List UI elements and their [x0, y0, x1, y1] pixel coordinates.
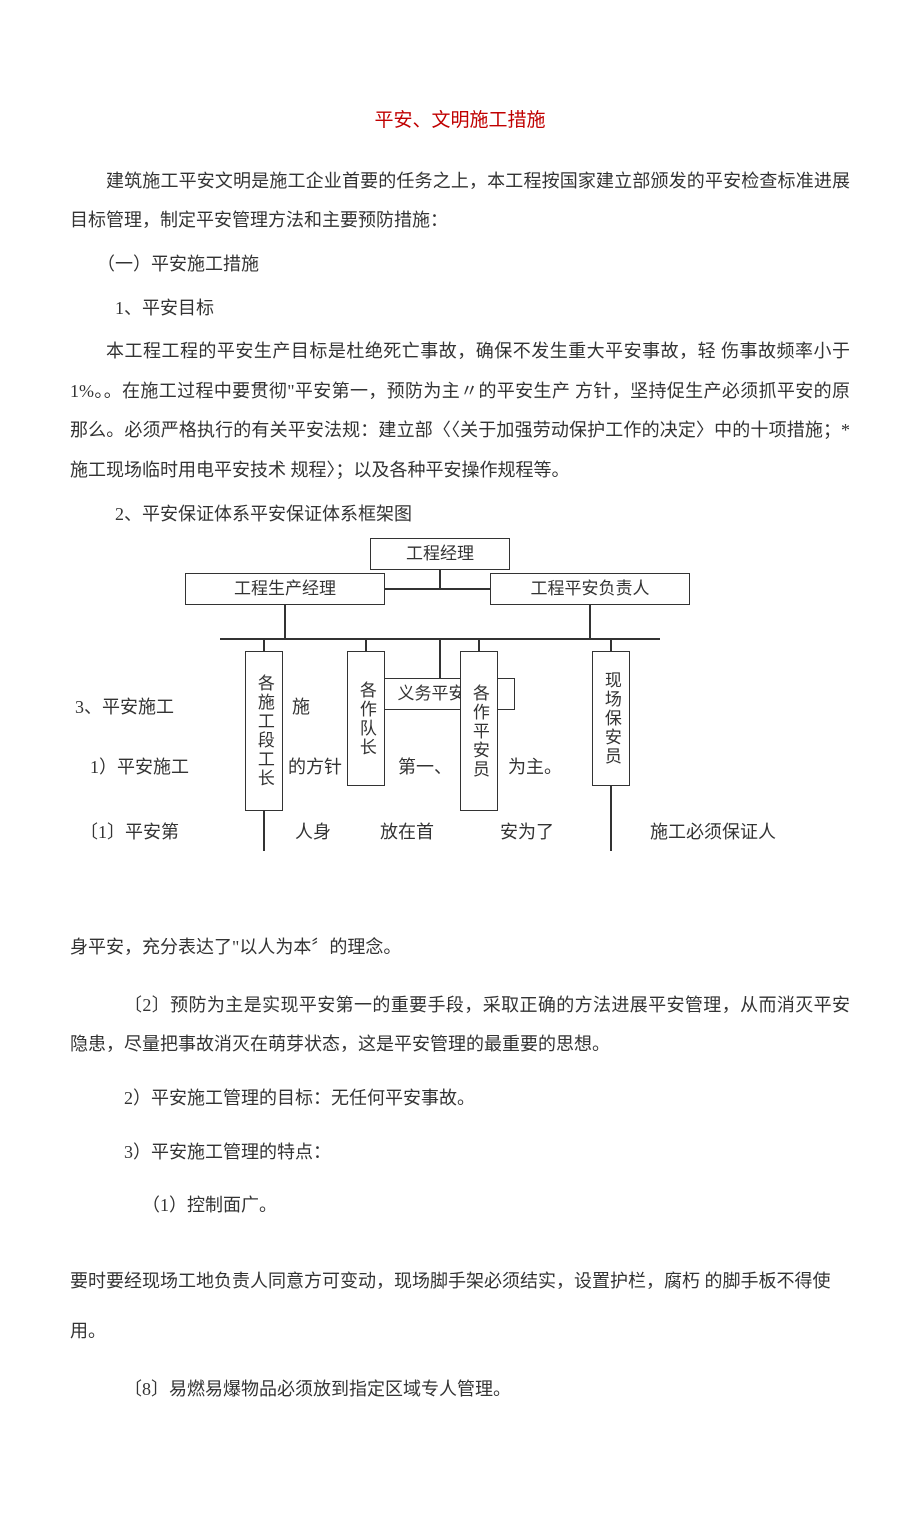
connector — [589, 605, 591, 625]
overlay-line-4d: 为主。 — [508, 748, 562, 788]
connector — [610, 786, 612, 851]
section-1-heading: （一）平安施工措施 — [70, 245, 850, 285]
paragraph-6: 要时要经现场工地负责人同意方可变动，现场脚手架必须结实，设置护栏，腐朽 的脚手板… — [70, 1256, 850, 1357]
after-chart-para: 身平安，充分表达了"以人为本〞的理念。 — [70, 928, 850, 968]
paragraph-5: （1）控制面广。 — [70, 1186, 850, 1226]
node-site-guard: 现场保安员 — [592, 651, 630, 786]
connector — [263, 811, 265, 851]
node-project-manager: 工程经理 — [370, 538, 510, 570]
overlay-line-3-tail: 施 — [292, 688, 310, 728]
overlay-line-4b: 的方针 — [288, 748, 342, 788]
node-team-safety: 各作平安员 — [460, 651, 498, 811]
connector — [284, 605, 286, 625]
intro-paragraph: 建筑施工平安文明是施工企业首要的任务之上，本工程按国家建立部颁发的平安检查标准进… — [70, 162, 850, 241]
overlay-line-4c: 第一、 — [398, 748, 452, 788]
connector — [439, 638, 441, 678]
overlay-line-5b: 人身 — [295, 813, 331, 853]
overlay-line-4a: 1）平安施工 — [90, 748, 189, 788]
node-section-leader: 各施工段工长 — [245, 651, 283, 811]
item-2-heading: 2、平安保证体系平安保证体系框架图 — [70, 495, 850, 535]
overlay-line-5c: 放在首 — [380, 813, 434, 853]
node-team-leader: 各作队长 — [347, 651, 385, 786]
paragraph-4: 3）平安施工管理的特点： — [70, 1133, 850, 1173]
overlay-line-5e: 施工必须保证人 — [650, 813, 776, 853]
overlay-line-5a: 〔1〕平安第 — [80, 813, 179, 853]
paragraph-3: 2）平安施工管理的目标：无任何平安事故。 — [70, 1079, 850, 1119]
node-production-manager: 工程生产经理 — [185, 573, 385, 605]
paragraph-7: 〔8〕易燃易爆物品必须放到指定区域专人管理。 — [70, 1370, 850, 1410]
connector — [439, 570, 441, 590]
item-1-heading: 1、平安目标 — [70, 289, 850, 329]
paragraph-2: 〔2〕预防为主是实现平安第一的重要手段，采取正确的方法进展平安管理，从而消灭平安… — [70, 986, 850, 1065]
overlay-line-3: 3、平安施工 — [75, 688, 174, 728]
document-title: 平安、文明施工措施 — [70, 100, 850, 142]
overlay-line-5d: 安为了 — [500, 813, 554, 853]
connector — [589, 623, 591, 639]
item-1-body: 本工程工程的平安生产目标是杜绝死亡事故，确保不发生重大平安事故，轻 伤事故频率小… — [70, 332, 850, 490]
node-safety-leader: 工程平安负责人 — [490, 573, 690, 605]
connector — [284, 623, 286, 639]
org-chart: 3、平安施工 施 1）平安施工 的方针 第一、 为主。 〔1〕平安第 人身 放在… — [70, 538, 850, 918]
